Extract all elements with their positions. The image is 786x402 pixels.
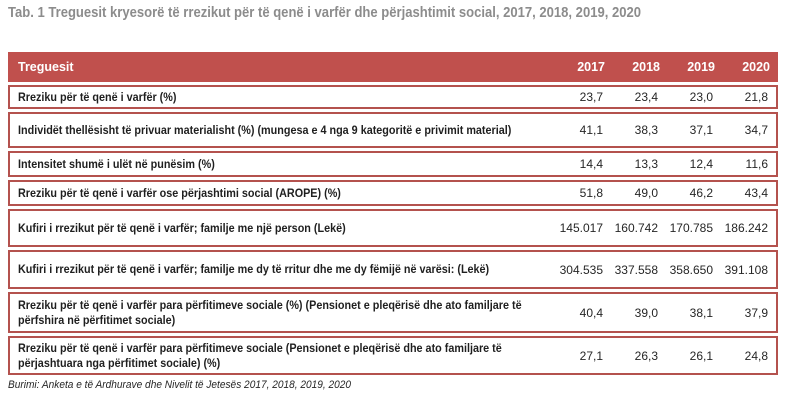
value-2019: 358.650 — [669, 262, 713, 277]
value-2017: 27,1 — [579, 348, 603, 363]
value-2017: 40,4 — [579, 305, 603, 320]
row-label-text: Individët thellësisht të privuar materia… — [18, 122, 512, 137]
value-2018: 23,4 — [634, 90, 658, 104]
row-label-text: Rreziku për të qenë i varfër para përfit… — [18, 297, 522, 327]
table-row-severe-material-deprivation: Individët thellësisht të privuar materia… — [8, 112, 778, 148]
row-label: Rreziku për të qenë i varfër para përfit… — [10, 339, 548, 373]
indicators-table: Treguesit 2017 2018 2019 2020 Rreziku pë… — [8, 52, 778, 375]
row-label-text: Rreziku për të qenë i varfër para përfit… — [18, 340, 502, 370]
row-label: Rreziku për të qenë i varfër ose përjash… — [10, 184, 548, 203]
table-header-row: Treguesit 2017 2018 2019 2020 — [8, 52, 778, 82]
table-row-at-risk-of-poverty: Rreziku për të qenë i varfër (%) 23,7 23… — [8, 85, 778, 109]
value-2020: 11,6 — [745, 157, 768, 171]
value-2019: 37,1 — [689, 123, 713, 137]
row-label-text: Rreziku për të qenë i varfër (%) — [18, 89, 177, 104]
source-note: Burimi: Anketa e të Ardhurave dhe Niveli… — [8, 379, 778, 391]
value-2019: 38,1 — [689, 305, 713, 320]
row-label: Kufiri i rrezikut për të qenë i varfër; … — [10, 219, 548, 238]
value-2017: 145.017 — [559, 221, 603, 235]
value-2018: 13,3 — [634, 157, 658, 171]
header-col-2019: 2019 — [687, 60, 715, 74]
value-2020: 37,9 — [744, 305, 768, 320]
table-row-poverty-threshold-family: Kufiri i rrezikut për të qenë i varfër; … — [8, 250, 778, 289]
header-col-2017: 2017 — [577, 60, 605, 74]
value-2017: 304.535 — [559, 262, 603, 277]
value-2018: 38,3 — [634, 123, 658, 137]
value-2019: 23,0 — [689, 90, 713, 104]
value-2019: 12,4 — [689, 157, 713, 171]
value-2020: 34,7 — [744, 123, 768, 137]
row-label-text: Kufiri i rrezikut për të qenë i varfër; … — [18, 220, 346, 235]
table-body: Rreziku për të qenë i varfër (%) 23,7 23… — [8, 85, 778, 375]
header-col-2018: 2018 — [632, 60, 660, 74]
header-col-2020: 2020 — [742, 60, 770, 74]
row-label-text: Intensitet shumë i ulët në punësim (%) — [18, 156, 215, 171]
value-2017: 23,7 — [579, 90, 603, 104]
table-caption: Tab. 1 Treguesit kryesorë të rrezikut pë… — [8, 5, 778, 21]
value-2017: 41,1 — [579, 123, 603, 137]
value-2018: 39,0 — [634, 305, 658, 320]
table-row-before-transfers-pensions-included: Rreziku për të qenë i varfër para përfit… — [8, 292, 778, 333]
value-2019: 26,1 — [689, 348, 713, 363]
row-label-text: Rreziku për të qenë i varfër ose përjash… — [18, 185, 341, 200]
value-2020: 24,8 — [744, 348, 768, 363]
row-label: Kufiri i rrezikut për të qenë i varfër; … — [10, 260, 548, 279]
value-2017: 14,4 — [579, 157, 603, 171]
row-label: Intensitet shumë i ulët në punësim (%) — [10, 155, 548, 174]
value-2018: 26,3 — [634, 348, 658, 363]
table-row-poverty-threshold-single: Kufiri i rrezikut për të qenë i varfër; … — [8, 209, 778, 247]
source-note-text: Burimi: Anketa e të Ardhurave dhe Niveli… — [8, 379, 351, 391]
row-label: Rreziku për të qenë i varfër (%) — [10, 88, 548, 107]
row-label: Rreziku për të qenë i varfër para përfit… — [10, 296, 548, 330]
row-label: Individët thellësisht të privuar materia… — [10, 121, 548, 140]
value-2019: 46,2 — [689, 186, 713, 200]
value-2020: 186.242 — [724, 221, 768, 235]
value-2018: 160.742 — [614, 221, 658, 235]
value-2018: 337.558 — [614, 262, 658, 277]
header-col-treguesit: Treguesit — [18, 60, 74, 74]
value-2020: 391.108 — [724, 262, 768, 277]
table-row-low-work-intensity: Intensitet shumë i ulët në punësim (%) 1… — [8, 151, 778, 177]
table-row-arope: Rreziku për të qenë i varfër ose përjash… — [8, 180, 778, 206]
value-2019: 170.785 — [669, 221, 713, 235]
value-2020: 21,8 — [744, 90, 768, 104]
value-2017: 51,8 — [579, 186, 603, 200]
table-row-before-transfers-pensions-excluded: Rreziku për të qenë i varfër para përfit… — [8, 336, 778, 375]
row-label-text: Kufiri i rrezikut për të qenë i varfër; … — [18, 262, 490, 276]
value-2018: 49,0 — [634, 186, 658, 200]
table-caption-text: Tab. 1 Treguesit kryesorë të rrezikut pë… — [8, 5, 641, 21]
value-2020: 43,4 — [744, 186, 768, 200]
